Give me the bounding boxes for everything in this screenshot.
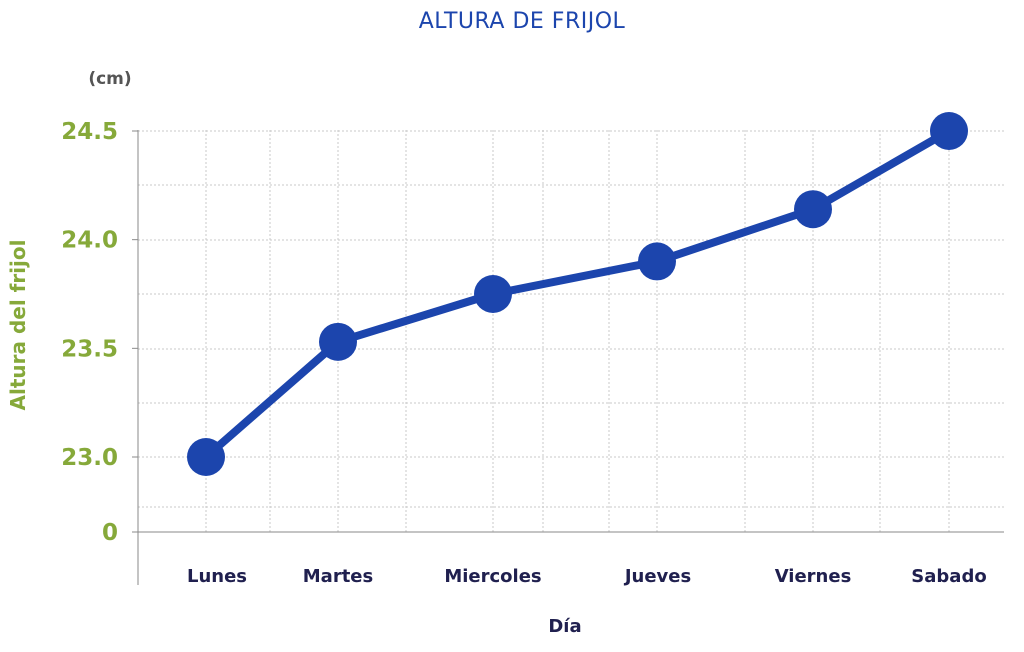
x-tick-label: Jueves <box>623 566 691 587</box>
axes <box>132 130 1004 585</box>
x-tick-label: Lunes <box>187 566 247 587</box>
data-point <box>638 242 676 281</box>
data-point <box>474 275 512 313</box>
y-tick-label: 23.5 <box>61 336 118 362</box>
series-line <box>202 127 953 461</box>
gridlines <box>138 130 1004 532</box>
y-tick-label: 23.0 <box>61 445 118 471</box>
series <box>187 112 968 476</box>
x-tick-labels: Lunes Martes Miercoles Jueves Viernes Sabado <box>187 566 987 587</box>
y-tick-label: 24.5 <box>61 119 118 145</box>
y-axis-label: Altura del frijol <box>6 239 30 410</box>
x-axis-label: Día <box>548 616 581 637</box>
data-point <box>930 112 968 150</box>
chart-title: ALTURA DE FRIJOL <box>419 9 626 34</box>
y-tick-labels: 0 23.0 23.5 24.0 24.5 <box>61 119 118 546</box>
data-point <box>187 438 225 476</box>
x-tick-label: Sabado <box>911 566 986 587</box>
y-unit-label: (cm) <box>88 69 131 89</box>
x-tick-label: Martes <box>303 566 373 587</box>
x-tick-label: Viernes <box>775 566 852 587</box>
data-point <box>319 322 357 361</box>
y-tick-label: 24.0 <box>61 228 118 254</box>
y-tick-label: 0 <box>102 520 118 546</box>
x-tick-label: Miercoles <box>444 566 541 587</box>
data-point <box>794 190 832 229</box>
